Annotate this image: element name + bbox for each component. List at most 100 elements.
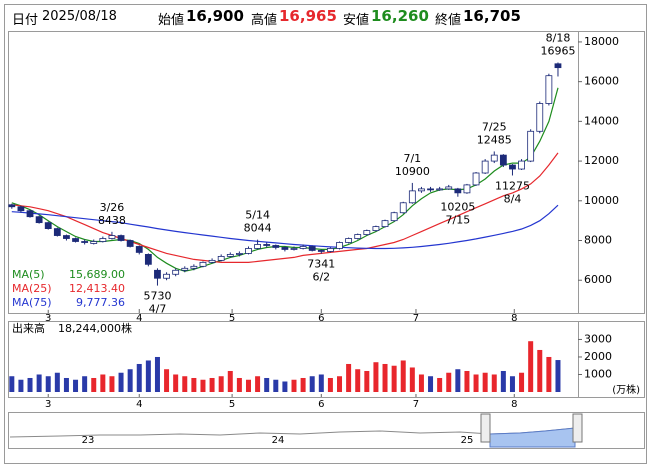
volume-bar <box>437 377 443 392</box>
candle-body <box>226 254 234 257</box>
candle-body <box>463 184 471 194</box>
volume-bar <box>145 360 151 392</box>
y-tick-label: 18000 <box>584 35 619 48</box>
x-tick-label: 4 <box>136 313 142 324</box>
y-tick-label: 16000 <box>584 75 619 88</box>
volume-bar <box>446 372 452 392</box>
volume-bar <box>118 372 124 392</box>
volume-bar <box>428 376 434 392</box>
volume-bar <box>136 363 142 392</box>
legend-name: MA(5) <box>12 268 45 281</box>
candle-body <box>208 259 216 263</box>
candle-body <box>509 164 516 170</box>
volume-bar <box>409 367 415 392</box>
legend-name: MA(75) <box>12 296 52 309</box>
legend-value: 9,777.36 <box>76 296 125 309</box>
navigator-label: 23 <box>82 435 95 446</box>
candle-body <box>408 190 416 204</box>
x-tick-label: 8 <box>511 399 517 410</box>
volume-bar <box>36 374 42 392</box>
candle-body <box>499 154 507 166</box>
candle-body <box>308 246 316 251</box>
high-value: 16,965 <box>279 7 337 25</box>
candle-body <box>144 254 152 265</box>
volume-bar <box>491 374 497 392</box>
annotation-value: 7341 <box>307 258 335 271</box>
price-panel <box>8 31 645 314</box>
low-value: 16,260 <box>371 7 429 25</box>
annotation-value: 5730 <box>143 290 171 303</box>
candle-body <box>81 241 89 243</box>
candle-body <box>427 188 434 191</box>
x-tick-label: 7 <box>413 399 419 410</box>
volume-bar <box>127 369 133 392</box>
annotation-date: 3/26 <box>100 201 125 214</box>
x-tick-label: 7 <box>413 313 419 324</box>
candle-body <box>354 234 362 239</box>
high-label: 高値 <box>251 13 278 28</box>
volume-bar <box>245 379 251 392</box>
y-tick-label: 12000 <box>584 154 619 167</box>
candle-body <box>481 160 489 174</box>
candle-body <box>281 247 289 250</box>
volume-bar <box>54 372 60 392</box>
candle-body <box>53 228 61 236</box>
volume-bar <box>45 376 51 392</box>
candle-body <box>290 248 298 250</box>
y-tick-label: 6000 <box>584 273 612 286</box>
candle-body <box>108 235 116 239</box>
annotation-value: 10205 <box>440 201 475 214</box>
candle-body <box>35 216 43 224</box>
candle-body <box>372 226 380 231</box>
annotation-value: 12485 <box>477 133 512 146</box>
candle-body <box>8 204 16 208</box>
volume-bar <box>63 377 69 392</box>
low-label: 安値 <box>343 13 370 28</box>
x-tick-label: 5 <box>229 399 235 410</box>
volume-bar <box>264 377 270 392</box>
candle-body <box>44 222 52 229</box>
volume-tick-label: 3000 <box>584 332 612 345</box>
navigator-label: 24 <box>272 435 285 446</box>
candle-body <box>272 245 280 248</box>
candle-body <box>17 206 25 212</box>
volume-bar <box>309 376 315 392</box>
navigator-label: 25 <box>461 435 474 446</box>
volume-bar <box>455 369 461 392</box>
candle-body <box>199 261 207 267</box>
volume-bar <box>182 376 188 392</box>
annotation-date: 8/18 <box>546 31 571 44</box>
legend-box <box>10 267 128 310</box>
volume-bar <box>291 379 297 392</box>
candle-body <box>235 253 243 255</box>
candle-body <box>126 240 134 247</box>
annotation-value: 8044 <box>244 222 272 235</box>
annotation-value: 11275 <box>495 179 530 192</box>
volume-bar <box>528 341 534 392</box>
volume-bar <box>509 376 515 392</box>
volume-tick-label: 2000 <box>584 350 612 363</box>
volume-bar <box>9 376 15 392</box>
volume-bar <box>164 369 170 392</box>
candle-body <box>363 230 371 235</box>
volume-bar <box>500 370 506 392</box>
volume-bar <box>255 376 261 392</box>
navigator-handle[interactable] <box>572 413 583 443</box>
volume-bar <box>364 370 370 392</box>
candle-body <box>254 244 261 249</box>
volume-bar <box>537 349 543 392</box>
volume-bar <box>400 360 406 392</box>
legend-value: 12,413.40 <box>69 282 125 295</box>
x-tick-label: 3 <box>45 399 51 410</box>
x-tick-label: 6 <box>318 399 324 410</box>
navigator-handle[interactable] <box>480 413 491 443</box>
volume-bar <box>318 374 324 392</box>
volume-bar <box>482 372 488 392</box>
candle-body <box>336 242 343 249</box>
legend-name: MA(25) <box>12 282 52 295</box>
annotation-date: 7/15 <box>445 214 470 227</box>
volume-bar <box>191 377 197 392</box>
volume-bar <box>464 370 470 392</box>
volume-bar <box>337 376 343 392</box>
volume-bar <box>200 379 206 392</box>
